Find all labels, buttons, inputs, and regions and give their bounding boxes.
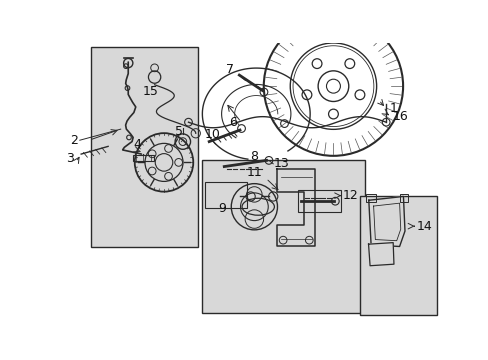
Text: 2: 2 (70, 134, 78, 147)
Polygon shape (368, 243, 393, 266)
Text: 11: 11 (246, 166, 262, 179)
Text: 13: 13 (273, 157, 288, 170)
Text: 10: 10 (204, 128, 221, 141)
Text: 8: 8 (250, 150, 258, 163)
Bar (400, 194, 407, 202)
Text: 7: 7 (225, 63, 233, 76)
Bar (359, 195, 436, 315)
Bar (201, 159, 365, 314)
Text: 12: 12 (342, 189, 358, 202)
Bar (366, 194, 375, 202)
Text: 14: 14 (415, 220, 431, 233)
Text: 5: 5 (175, 125, 183, 138)
Text: 16: 16 (392, 110, 408, 123)
Text: 1: 1 (389, 102, 397, 115)
Text: 15: 15 (142, 85, 159, 98)
Bar (132, 155, 154, 161)
Text: 9: 9 (218, 202, 226, 215)
Bar (90, 48, 198, 247)
Text: 4: 4 (133, 138, 142, 151)
Text: 6: 6 (229, 116, 237, 129)
Polygon shape (368, 197, 404, 247)
Text: 3: 3 (66, 152, 74, 165)
Bar (205, 182, 246, 208)
Bar (297, 190, 340, 212)
